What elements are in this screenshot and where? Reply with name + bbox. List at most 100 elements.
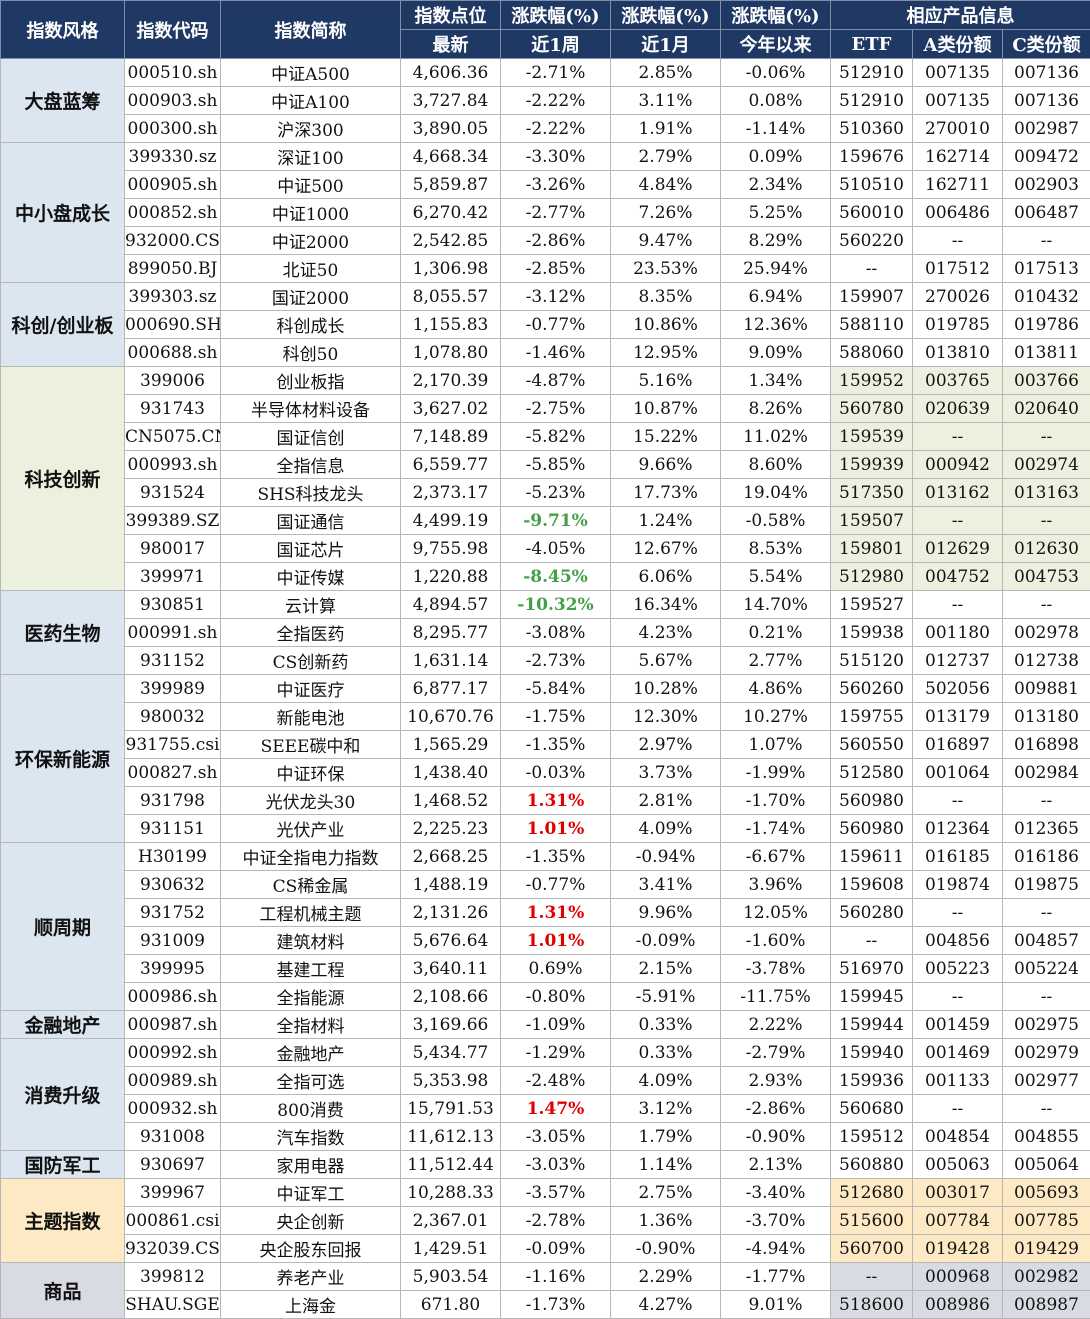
index-code: 000989.sh	[125, 1067, 221, 1095]
c-share-code: 013163	[1003, 479, 1090, 507]
a-share-code: 007135	[913, 87, 1003, 115]
change-ytd: -1.74%	[721, 815, 831, 843]
index-code: 931798	[125, 787, 221, 815]
c-share-code: 003766	[1003, 367, 1090, 395]
change-ytd: 2.13%	[721, 1151, 831, 1179]
index-name: CS创新药	[221, 647, 401, 675]
header-style: 指数风格	[1, 1, 125, 59]
index-code: 000852.sh	[125, 199, 221, 227]
etf-code: 159507	[831, 507, 913, 535]
index-code: 399967	[125, 1179, 221, 1207]
change-month: 4.09%	[611, 1067, 721, 1095]
change-week: -10.32%	[501, 591, 611, 619]
change-week: -1.35%	[501, 731, 611, 759]
index-name: 央企创新	[221, 1207, 401, 1235]
index-points: 3,890.05	[401, 115, 501, 143]
index-points: 6,559.77	[401, 451, 501, 479]
index-name: 深证100	[221, 143, 401, 171]
c-share-code: 004753	[1003, 563, 1090, 591]
index-points: 11,612.13	[401, 1123, 501, 1151]
index-name: 中证2000	[221, 227, 401, 255]
change-month: 1.36%	[611, 1207, 721, 1235]
header-ytd: 今年以来	[721, 30, 831, 59]
a-share-code: 012737	[913, 647, 1003, 675]
index-code: 930697	[125, 1151, 221, 1179]
table-row: CN5075.CNI国证信创7,148.89-5.82%15.22%11.02%…	[1, 423, 1090, 451]
change-week: -1.35%	[501, 843, 611, 871]
header-code: 指数代码	[125, 1, 221, 59]
c-share-code: 009472	[1003, 143, 1090, 171]
etf-code: 560220	[831, 227, 913, 255]
index-style-cell: 环保新能源	[1, 675, 125, 843]
c-share-code: 002984	[1003, 759, 1090, 787]
etf-code: 159527	[831, 591, 913, 619]
index-code: 980032	[125, 703, 221, 731]
etf-code: 516970	[831, 955, 913, 983]
change-month: 5.16%	[611, 367, 721, 395]
index-points: 2,367.01	[401, 1207, 501, 1235]
index-style-cell: 消费升级	[1, 1039, 125, 1151]
index-points: 671.80	[401, 1291, 501, 1319]
index-name: 中证1000	[221, 199, 401, 227]
a-share-code: 003017	[913, 1179, 1003, 1207]
index-code: 000300.sh	[125, 115, 221, 143]
change-ytd: 2.34%	[721, 171, 831, 199]
change-week: -3.57%	[501, 1179, 611, 1207]
index-style-cell: 医药生物	[1, 591, 125, 675]
header-a-share: A类份额	[913, 30, 1003, 59]
index-name: 上海金	[221, 1291, 401, 1319]
index-name: 创业板指	[221, 367, 401, 395]
index-points: 8,295.77	[401, 619, 501, 647]
change-week: -1.46%	[501, 339, 611, 367]
etf-code: 515120	[831, 647, 913, 675]
change-month: 2.29%	[611, 1263, 721, 1291]
change-month: 2.81%	[611, 787, 721, 815]
etf-code: 515600	[831, 1207, 913, 1235]
a-share-code: 001064	[913, 759, 1003, 787]
change-week: -2.22%	[501, 115, 611, 143]
change-month: 2.79%	[611, 143, 721, 171]
change-ytd: 0.21%	[721, 619, 831, 647]
index-code: SHAU.SGE	[125, 1291, 221, 1319]
a-share-code: 001459	[913, 1011, 1003, 1039]
change-month: 1.24%	[611, 507, 721, 535]
change-month: 17.73%	[611, 479, 721, 507]
c-share-code: 002975	[1003, 1011, 1090, 1039]
change-week: -5.82%	[501, 423, 611, 451]
index-style-cell: 大盘蓝筹	[1, 59, 125, 143]
header-month: 近1月	[611, 30, 721, 59]
etf-code: 560980	[831, 815, 913, 843]
change-ytd: -2.86%	[721, 1095, 831, 1123]
index-name: 新能电池	[221, 703, 401, 731]
c-share-code: 002974	[1003, 451, 1090, 479]
c-share-code: --	[1003, 227, 1090, 255]
index-name: 养老产业	[221, 1263, 401, 1291]
index-name: 光伏产业	[221, 815, 401, 843]
c-share-code: 010432	[1003, 283, 1090, 311]
etf-code: 518600	[831, 1291, 913, 1319]
index-name: 科创50	[221, 339, 401, 367]
index-style-cell: 顺周期	[1, 843, 125, 1011]
index-points: 2,542.85	[401, 227, 501, 255]
index-name: 沪深300	[221, 115, 401, 143]
etf-code: 588060	[831, 339, 913, 367]
index-points: 1,438.40	[401, 759, 501, 787]
change-month: 12.67%	[611, 535, 721, 563]
change-month: 7.26%	[611, 199, 721, 227]
change-week: -5.85%	[501, 451, 611, 479]
a-share-code: 004752	[913, 563, 1003, 591]
index-points: 2,170.39	[401, 367, 501, 395]
etf-code: 159907	[831, 283, 913, 311]
change-month: 9.66%	[611, 451, 721, 479]
etf-code: 159608	[831, 871, 913, 899]
